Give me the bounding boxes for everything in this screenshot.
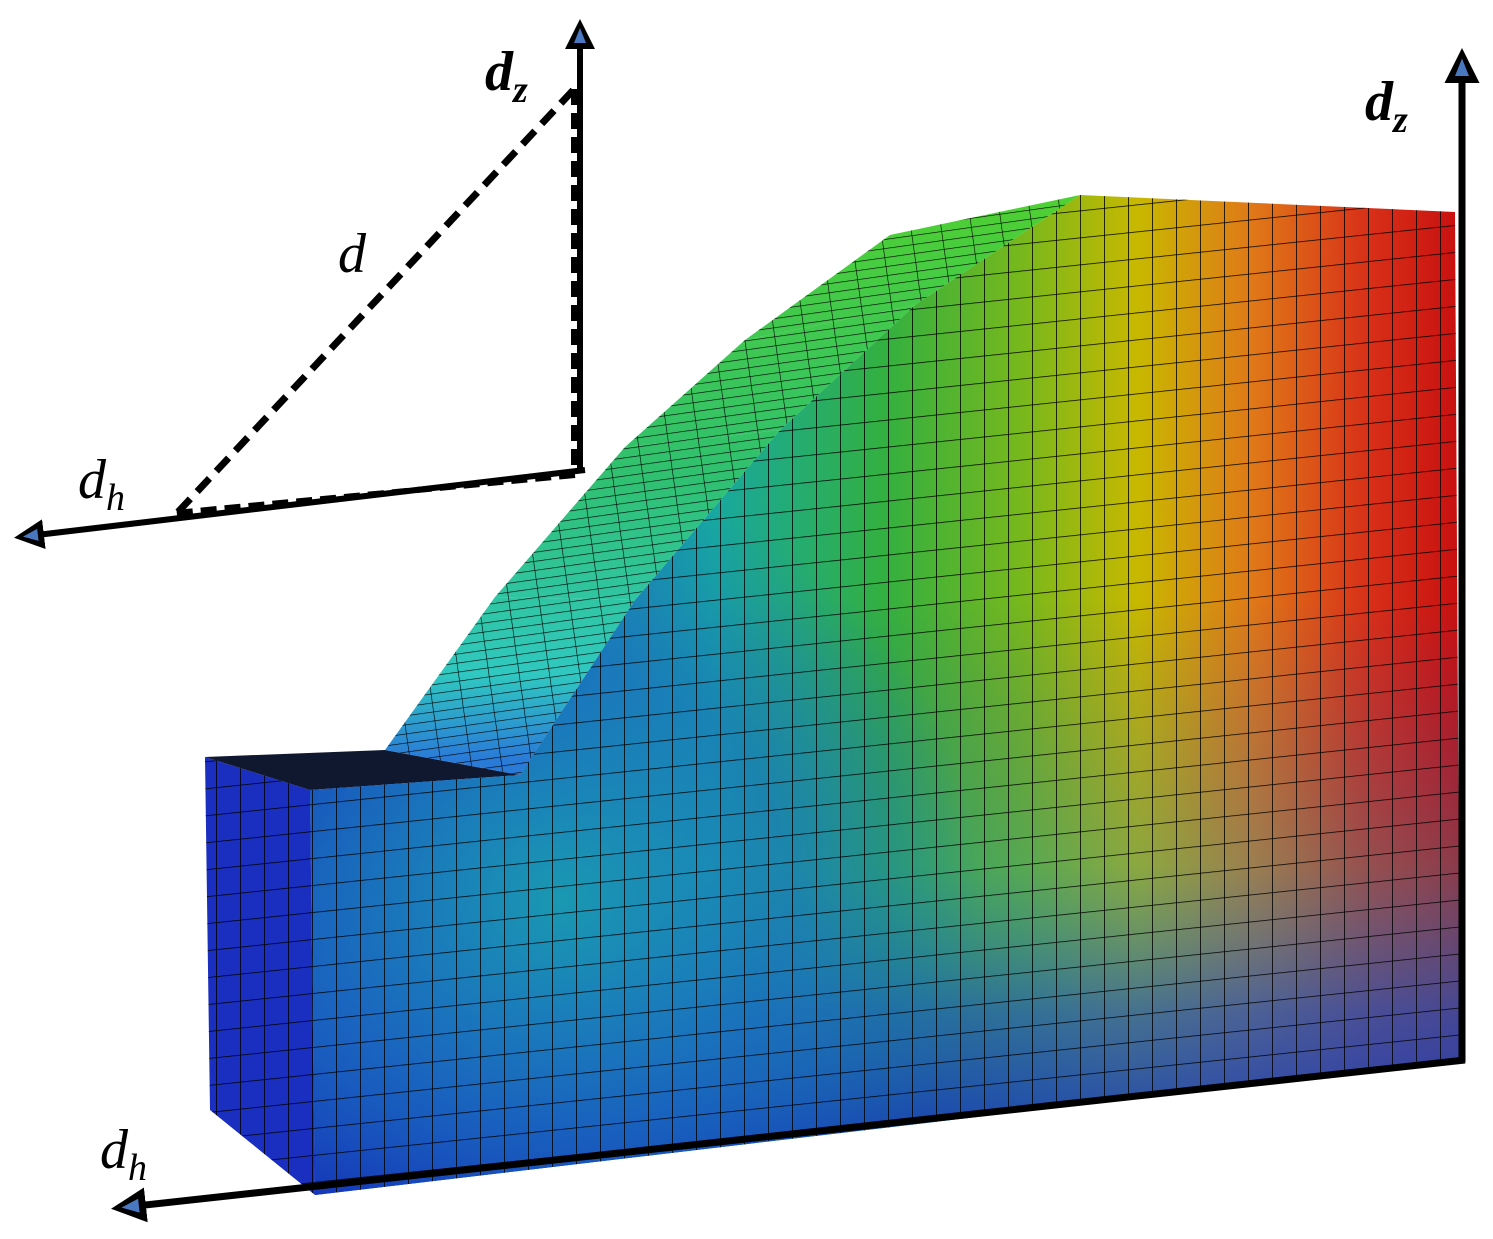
- axis-label: dh: [100, 1119, 147, 1189]
- axis-label: dh: [78, 449, 125, 519]
- model-axes: [111, 48, 1480, 1223]
- label-base: d: [485, 41, 514, 103]
- reference-frame: [14, 19, 595, 550]
- axis-label: dz: [485, 41, 528, 111]
- label-subscript: h: [128, 1147, 147, 1189]
- label-base: d: [100, 1119, 129, 1181]
- axis-label: d: [338, 223, 367, 285]
- axis-label: dz: [1365, 71, 1408, 141]
- label-subscript: z: [511, 69, 528, 111]
- label-subscript: z: [1391, 99, 1408, 141]
- label-base: d: [1365, 71, 1394, 133]
- label-base: d: [78, 449, 107, 511]
- slope-mesh: [205, 195, 1460, 1195]
- label-subscript: h: [106, 477, 125, 519]
